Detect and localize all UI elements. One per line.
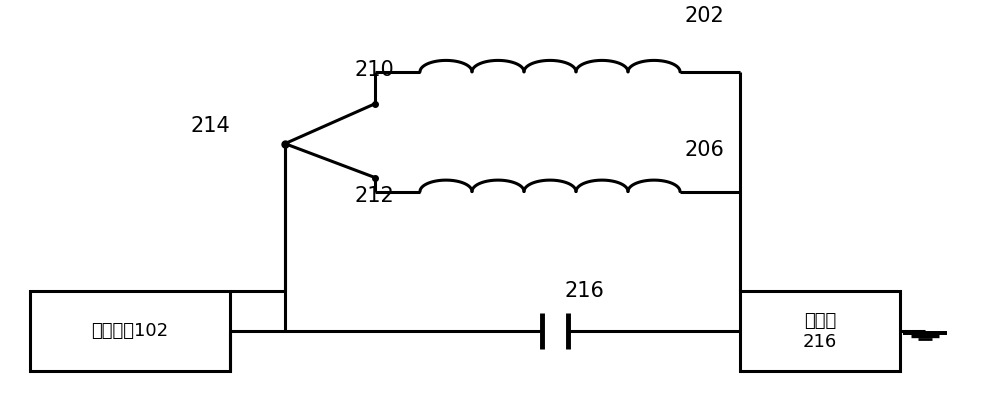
- Text: 206: 206: [685, 140, 725, 160]
- Text: 晶体管
216: 晶体管 216: [803, 312, 837, 351]
- Text: 202: 202: [685, 6, 725, 26]
- Text: 210: 210: [355, 60, 395, 80]
- Text: 电源模块102: 电源模块102: [91, 322, 169, 340]
- Text: 214: 214: [190, 116, 230, 136]
- Text: 212: 212: [355, 186, 395, 205]
- Bar: [740, 291, 900, 371]
- Bar: [30, 291, 230, 371]
- Text: 216: 216: [565, 281, 605, 301]
